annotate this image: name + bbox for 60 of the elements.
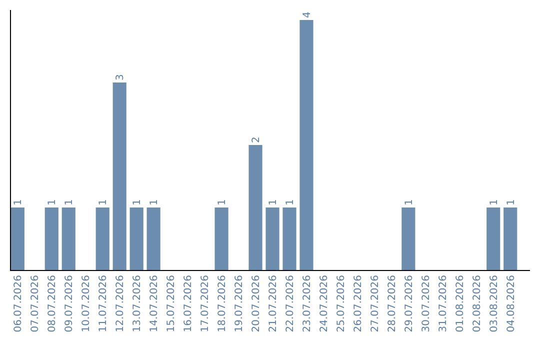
data-label: 1 (64, 199, 76, 206)
x-tick-label: 24.07.2026 (318, 275, 330, 332)
data-label: 4 (302, 12, 313, 18)
bar (300, 20, 314, 270)
x-tick-label: 15.07.2026 (166, 275, 178, 332)
x-tick-label: 17.07.2026 (200, 275, 212, 332)
x-tick-label: 04.08.2026 (506, 275, 517, 332)
bar (266, 208, 280, 270)
bar (44, 208, 58, 270)
bar (402, 208, 416, 270)
bar (282, 208, 296, 270)
data-label: 1 (98, 199, 110, 206)
bar (62, 208, 76, 270)
x-tick-label: 21.07.2026 (268, 275, 279, 332)
x-tick-label: 26.07.2026 (352, 275, 364, 332)
bar (486, 208, 500, 270)
data-label: 1 (488, 199, 500, 206)
x-tick-label: 13.07.2026 (132, 275, 144, 332)
bar (96, 208, 110, 270)
x-tick-label: 29.07.2026 (404, 275, 415, 332)
x-tick-label: 02.08.2026 (472, 275, 483, 332)
bar (146, 208, 160, 270)
data-label: 1 (506, 199, 517, 206)
x-tick-label: 18.07.2026 (217, 275, 228, 332)
data-label: 1 (268, 199, 279, 206)
data-label: 2 (251, 136, 262, 143)
x-tick-label: 10.07.2026 (81, 275, 92, 332)
bar (10, 208, 24, 270)
x-tick-label: 03.08.2026 (488, 275, 500, 332)
x-tick-label: 14.07.2026 (149, 275, 160, 332)
x-tick-label: 28.07.2026 (386, 275, 398, 332)
data-label: 1 (284, 199, 296, 206)
x-tick-label: 12.07.2026 (115, 275, 126, 332)
x-tick-label: 23.07.2026 (302, 275, 313, 332)
data-label: 1 (132, 199, 144, 206)
data-label: 1 (149, 199, 160, 206)
x-tick-label: 25.07.2026 (336, 275, 347, 332)
x-tick-label: 08.07.2026 (47, 275, 58, 332)
x-tick-label: 22.07.2026 (284, 275, 296, 332)
x-tick-label: 20.07.2026 (251, 275, 262, 332)
data-label: 1 (404, 199, 415, 206)
x-tick-label: 06.07.2026 (13, 275, 24, 332)
x-tick-label: 19.07.2026 (234, 275, 246, 332)
x-tick-label: 30.07.2026 (420, 275, 432, 332)
x-tick-label: 31.07.2026 (438, 275, 449, 332)
x-tick-label: 01.08.2026 (454, 275, 466, 332)
x-tick-label: 11.07.2026 (98, 275, 110, 332)
bar (214, 208, 228, 270)
data-label: 1 (13, 199, 24, 206)
x-tick-label: 07.07.2026 (30, 275, 42, 332)
x-tick-label: 27.07.2026 (370, 275, 381, 332)
bar (112, 82, 126, 270)
x-tick-label: 09.07.2026 (64, 275, 76, 332)
data-label: 1 (47, 199, 58, 206)
bar (248, 145, 262, 270)
data-label: 1 (217, 199, 228, 206)
data-label: 3 (115, 74, 126, 80)
bar (130, 208, 144, 270)
x-tick-label: 16.07.2026 (183, 275, 194, 332)
bar (504, 208, 518, 270)
